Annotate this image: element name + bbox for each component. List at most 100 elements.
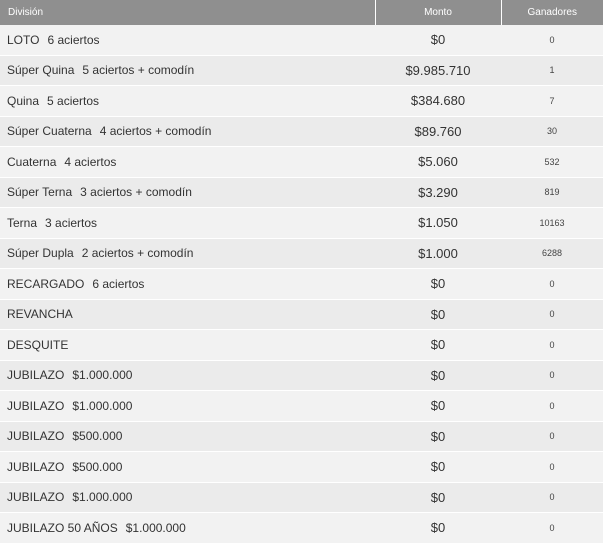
- table-row: DESQUITE $0 0: [0, 329, 603, 361]
- monto-cell: $0: [375, 25, 501, 56]
- monto-cell: $1.050: [375, 207, 501, 239]
- division-detail: $1.000.000: [72, 398, 133, 413]
- monto-cell: $384.680: [375, 85, 501, 117]
- monto-cell: $9.985.710: [375, 55, 501, 86]
- monto-cell: $3.290: [375, 177, 501, 208]
- ganadores-cell: 0: [501, 360, 603, 391]
- table-header: División Monto Ganadores: [0, 0, 603, 25]
- header-ganadores: Ganadores: [501, 0, 603, 25]
- division-cell: JUBILAZO 50 AÑOS $1.000.000: [0, 512, 375, 544]
- division-name: DESQUITE: [7, 337, 69, 352]
- division-cell: REVANCHA: [0, 299, 375, 330]
- ganadores-cell: 0: [501, 421, 603, 452]
- division-detail: 5 aciertos + comodín: [82, 63, 195, 78]
- table-row: Súper Dupla 2 aciertos + comodín $1.000 628…: [0, 238, 603, 269]
- table-row: JUBILAZO 50 AÑOS $1.000.000 $0 0: [0, 512, 603, 544]
- header-division: División: [0, 0, 376, 25]
- monto-cell: $0: [375, 512, 501, 544]
- division-name: REVANCHA: [7, 307, 73, 322]
- division-name: LOTO: [7, 32, 40, 47]
- division-name: Súper Terna: [7, 185, 73, 200]
- monto-cell: $5.060: [375, 146, 501, 178]
- division-detail: $500.000: [72, 459, 123, 474]
- ganadores-cell: 7: [501, 85, 603, 117]
- monto-cell: $0: [375, 329, 501, 361]
- table-row: REVANCHA $0 0: [0, 299, 603, 330]
- table-row: Súper Quina 5 aciertos + comodín $9.985.71…: [0, 55, 603, 86]
- division-cell: DESQUITE: [0, 329, 375, 361]
- division-detail: 4 aciertos: [64, 154, 117, 169]
- division-cell: JUBILAZO $1.000.000: [0, 390, 375, 422]
- division-cell: Súper Quina 5 aciertos + comodín: [0, 55, 375, 86]
- division-detail: 6 aciertos: [92, 276, 145, 291]
- division-name: Cuaterna: [7, 154, 57, 169]
- division-detail: 5 aciertos: [47, 93, 100, 108]
- division-cell: Quina 5 aciertos: [0, 85, 375, 117]
- division-name: Súper Cuaterna: [7, 124, 92, 139]
- division-cell: Súper Dupla 2 aciertos + comodín: [0, 238, 375, 269]
- monto-cell: $0: [375, 268, 501, 300]
- table-row: JUBILAZO $1.000.000 $0 0: [0, 482, 603, 513]
- ganadores-cell: 0: [501, 299, 603, 330]
- header-row: División Monto Ganadores: [0, 0, 603, 25]
- table-row: RECARGADO 6 aciertos $0 0: [0, 268, 603, 300]
- division-cell: LOTO 6 aciertos: [0, 25, 375, 56]
- ganadores-cell: 0: [501, 451, 603, 483]
- division-detail: 4 aciertos + comodín: [99, 124, 212, 139]
- table-row: Terna 3 aciertos $1.050 10163: [0, 207, 603, 239]
- table-row: Quina 5 aciertos $384.680 7: [0, 85, 603, 117]
- table-row: JUBILAZO $500.000 $0 0: [0, 451, 603, 483]
- division-name: JUBILAZO: [7, 459, 65, 474]
- division-cell: JUBILAZO $500.000: [0, 421, 375, 452]
- division-cell: Súper Terna 3 aciertos + comodín: [0, 177, 375, 208]
- division-detail: $1.000.000: [72, 490, 133, 505]
- table-row: Súper Terna 3 aciertos + comodín $3.290 819: [0, 177, 603, 208]
- ganadores-cell: 10163: [501, 207, 603, 239]
- division-cell: JUBILAZO $1.000.000: [0, 482, 375, 513]
- division-name: JUBILAZO: [7, 490, 65, 505]
- division-name: Súper Quina: [7, 63, 75, 78]
- header-monto: Monto: [375, 0, 502, 25]
- monto-cell: $0: [375, 421, 501, 452]
- ganadores-cell: 0: [501, 25, 603, 56]
- ganadores-cell: 0: [501, 390, 603, 422]
- division-detail: $1.000.000: [125, 520, 186, 535]
- table-row: JUBILAZO $500.000 $0 0: [0, 421, 603, 452]
- ganadores-cell: 0: [501, 482, 603, 513]
- monto-cell: $0: [375, 360, 501, 391]
- monto-cell: $1.000: [375, 238, 501, 269]
- monto-cell: $0: [375, 299, 501, 330]
- division-cell: JUBILAZO $1.000.000: [0, 360, 375, 391]
- ganadores-cell: 532: [501, 146, 603, 178]
- division-name: Terna: [7, 215, 38, 230]
- table-row: LOTO 6 aciertos $0 0: [0, 25, 603, 56]
- table-row: JUBILAZO $1.000.000 $0 0: [0, 360, 603, 391]
- ganadores-cell: 6288: [501, 238, 603, 269]
- division-cell: Terna 3 aciertos: [0, 207, 375, 239]
- table-row: JUBILAZO $1.000.000 $0 0: [0, 390, 603, 422]
- division-name: JUBILAZO: [7, 398, 65, 413]
- division-detail: 6 aciertos: [47, 32, 100, 47]
- division-detail: $1.000.000: [72, 368, 133, 383]
- table-body: LOTO 6 aciertos $0 0 Súper Quina 5 aciertos +…: [0, 25, 603, 544]
- table-row: Súper Cuaterna 4 aciertos + comodín $89.76…: [0, 116, 603, 147]
- division-cell: RECARGADO 6 aciertos: [0, 268, 375, 300]
- division-detail: $500.000: [72, 429, 123, 444]
- division-name: JUBILAZO: [7, 368, 65, 383]
- division-detail: 3 aciertos: [45, 215, 98, 230]
- division-cell: Súper Cuaterna 4 aciertos + comodín: [0, 116, 375, 147]
- division-detail: 3 aciertos + comodín: [80, 185, 192, 200]
- monto-cell: $0: [375, 482, 501, 513]
- ganadores-cell: 1: [501, 55, 603, 86]
- ganadores-cell: 0: [501, 329, 603, 361]
- ganadores-cell: 0: [501, 512, 603, 544]
- division-cell: Cuaterna 4 aciertos: [0, 146, 375, 178]
- division-name: RECARGADO: [7, 276, 85, 291]
- division-name: JUBILAZO 50 AÑOS: [7, 520, 118, 535]
- division-cell: JUBILAZO $500.000: [0, 451, 375, 483]
- division-detail: 2 aciertos + comodín: [81, 246, 194, 261]
- ganadores-cell: 30: [501, 116, 603, 147]
- table-row: Cuaterna 4 aciertos $5.060 532: [0, 146, 603, 178]
- monto-cell: $0: [375, 451, 501, 483]
